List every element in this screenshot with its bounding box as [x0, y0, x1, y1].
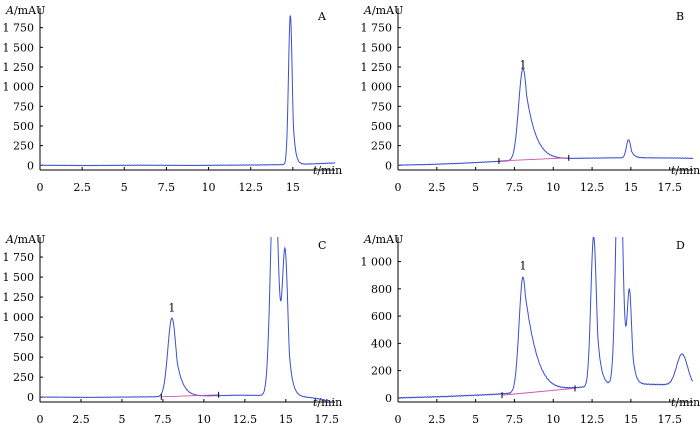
- x-tick-label: 2.5: [428, 181, 446, 194]
- x-tick-label: 15: [286, 181, 300, 194]
- y-tick-label: 400: [371, 337, 392, 350]
- panel-label: B: [676, 10, 684, 23]
- chromatogram-trace: [40, 237, 330, 402]
- panel-label: A: [317, 10, 327, 23]
- x-tick-label: 5: [118, 413, 125, 426]
- y-tick-label: 750: [371, 100, 392, 113]
- x-tick-label: 7.5: [506, 413, 524, 426]
- x-axis-label: t/min: [671, 396, 700, 409]
- x-tick-label: 10: [202, 181, 216, 194]
- x-axis-label: t/min: [313, 164, 342, 177]
- panel-A: 0 250 500 750 1 000 1 250 1 500 1 750 0 2.5 5 7.5 10…: [3, 4, 343, 194]
- x-tick-label: 0: [395, 181, 402, 194]
- x-tick-label: 2.5: [428, 413, 446, 426]
- x-tick-label: 17.5: [657, 181, 682, 194]
- x-tick-label: 17.5: [657, 413, 682, 426]
- chromatogram-trace: [40, 15, 335, 167]
- y-tick-label: 1 250: [3, 291, 35, 304]
- y-tick-label: 500: [13, 351, 34, 364]
- panel-label: C: [318, 239, 326, 252]
- y-tick-label: 1 000: [361, 81, 393, 94]
- y-tick-label: 250: [371, 140, 392, 153]
- x-tick-label: 12.5: [580, 413, 605, 426]
- peak-label: 1: [519, 59, 526, 72]
- y-tick-label: 1 000: [3, 311, 35, 324]
- y-axis-label: A/mAU: [363, 4, 403, 17]
- x-tick-label: 2.5: [72, 413, 90, 426]
- y-tick-label: 200: [371, 365, 392, 378]
- y-tick-label: 500: [371, 120, 392, 133]
- y-tick-label: 1 750: [3, 251, 35, 264]
- x-tick-label: 7.5: [158, 181, 176, 194]
- x-axis-label: t/min: [313, 396, 342, 409]
- y-tick-label: 1 000: [361, 256, 393, 269]
- x-tick-label: 5: [472, 413, 479, 426]
- y-tick-label: 750: [13, 331, 34, 344]
- integration-baseline: [498, 157, 569, 162]
- panel-D: 0 200 400 600 800 1 000 0 2.5 5 7.5 10 12.5 15 17.5 A/…: [361, 233, 700, 426]
- peak-label: 1: [519, 260, 526, 273]
- x-tick-label: 0: [37, 181, 44, 194]
- y-tick-label: 1 750: [361, 22, 393, 35]
- y-tick-label: 750: [13, 100, 34, 113]
- x-tick-label: 10: [197, 413, 211, 426]
- y-tick-label: 1 250: [3, 61, 35, 74]
- y-tick-label: 1 750: [3, 22, 35, 35]
- y-axis-label: A/mAU: [5, 233, 45, 246]
- x-tick-label: 7.5: [154, 413, 172, 426]
- x-tick-label: 5: [121, 181, 128, 194]
- x-tick-label: 15: [624, 181, 638, 194]
- y-tick-label: 0: [27, 159, 34, 172]
- y-axis-label: A/mAU: [363, 233, 403, 246]
- x-tick-label: 15: [279, 413, 293, 426]
- x-tick-label: 0: [395, 413, 402, 426]
- y-tick-label: 600: [371, 310, 392, 323]
- y-tick-label: 0: [385, 392, 392, 405]
- y-tick-label: 800: [371, 283, 392, 296]
- x-tick-label: 15: [624, 413, 638, 426]
- y-tick-label: 0: [385, 159, 392, 172]
- x-tick-label: 7.5: [506, 181, 524, 194]
- y-axis-label: A/mAU: [5, 4, 45, 17]
- y-tick-label: 0: [27, 391, 34, 404]
- panel-B: 0 250 500 750 1 000 1 250 1 500 1 750 0 2.5 5 7.5 10…: [361, 4, 700, 194]
- x-tick-label: 12.5: [238, 181, 263, 194]
- x-tick-label: 2.5: [73, 181, 91, 194]
- x-tick-label: 5: [472, 181, 479, 194]
- y-tick-label: 1 500: [3, 271, 35, 284]
- x-tick-label: 12.5: [580, 181, 605, 194]
- y-tick-label: 1 500: [3, 41, 35, 54]
- x-tick-label: 17.5: [315, 413, 340, 426]
- integration-baseline: [501, 387, 576, 396]
- x-tick-label: 0: [37, 413, 44, 426]
- panel-C: 0 250 500 750 1 000 1 250 1 500 1 750 0 2.5 5 7.5 10…: [3, 233, 343, 426]
- peak-label: 1: [168, 301, 175, 314]
- x-tick-label: 10: [546, 413, 560, 426]
- chromatogram-trace: [398, 68, 693, 166]
- y-tick-label: 1 500: [361, 41, 393, 54]
- x-tick-label: 12.5: [233, 413, 258, 426]
- chromatogram-trace: [398, 237, 693, 399]
- y-tick-label: 250: [13, 140, 34, 153]
- y-tick-label: 250: [13, 371, 34, 384]
- y-tick-label: 1 250: [361, 61, 393, 74]
- y-tick-label: 500: [13, 120, 34, 133]
- y-tick-label: 1 000: [3, 81, 35, 94]
- x-axis-label: t/min: [671, 164, 700, 177]
- panel-label: D: [676, 239, 685, 252]
- x-tick-label: 10: [546, 181, 560, 194]
- integration-baseline: [161, 394, 219, 398]
